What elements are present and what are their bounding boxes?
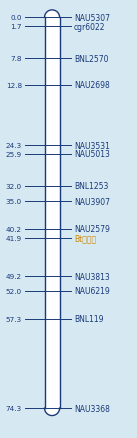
Polygon shape bbox=[45, 11, 60, 18]
Text: 24.3: 24.3 bbox=[6, 143, 22, 149]
Text: BNL119: BNL119 bbox=[74, 314, 103, 323]
Text: NAU3531: NAU3531 bbox=[74, 141, 110, 150]
Bar bbox=[45, 18, 60, 408]
Text: 7.8: 7.8 bbox=[10, 56, 22, 62]
Text: 32.0: 32.0 bbox=[6, 183, 22, 189]
Text: NAU5013: NAU5013 bbox=[74, 150, 110, 159]
Text: BNL1253: BNL1253 bbox=[74, 182, 108, 191]
Text: 1.7: 1.7 bbox=[10, 24, 22, 30]
Polygon shape bbox=[45, 408, 60, 416]
Text: 35.0: 35.0 bbox=[6, 199, 22, 205]
Text: 12.8: 12.8 bbox=[6, 82, 22, 88]
Text: 74.3: 74.3 bbox=[6, 405, 22, 411]
Text: 52.0: 52.0 bbox=[6, 288, 22, 294]
Text: NAU2579: NAU2579 bbox=[74, 225, 110, 234]
Text: Bt（中）: Bt（中） bbox=[74, 233, 96, 243]
Text: 25.9: 25.9 bbox=[6, 151, 22, 157]
Text: NAU5307: NAU5307 bbox=[74, 14, 110, 23]
Text: NAU3368: NAU3368 bbox=[74, 403, 110, 413]
Text: 41.9: 41.9 bbox=[6, 235, 22, 241]
Text: NAU3907: NAU3907 bbox=[74, 198, 110, 206]
Text: BNL2570: BNL2570 bbox=[74, 55, 109, 64]
Text: 49.2: 49.2 bbox=[6, 273, 22, 279]
Text: 40.2: 40.2 bbox=[6, 226, 22, 232]
Text: NAU3813: NAU3813 bbox=[74, 272, 110, 281]
Text: NAU6219: NAU6219 bbox=[74, 286, 110, 296]
Text: 57.3: 57.3 bbox=[6, 316, 22, 322]
Text: cgr6022: cgr6022 bbox=[74, 23, 105, 32]
Text: NAU2698: NAU2698 bbox=[74, 81, 110, 90]
Text: 0.0: 0.0 bbox=[10, 15, 22, 21]
